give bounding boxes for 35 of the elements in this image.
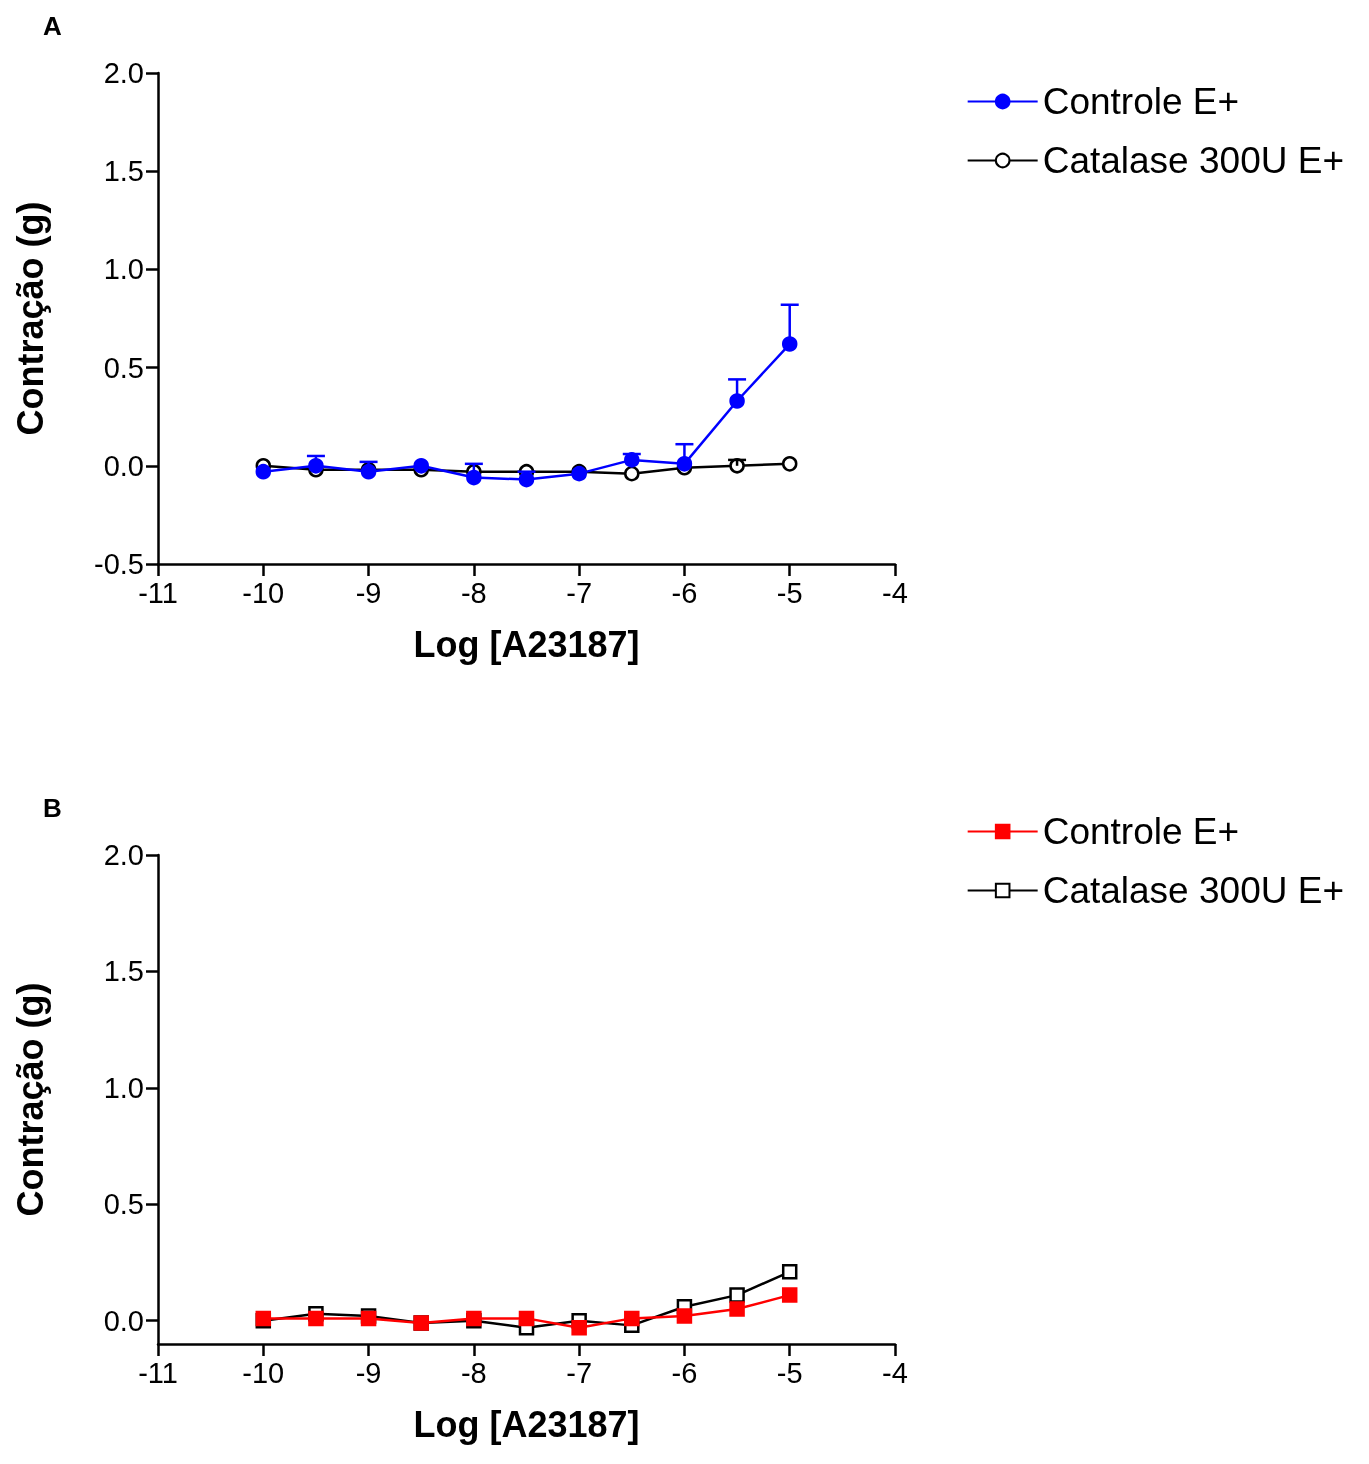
y-tick-label: 1.0 bbox=[103, 1071, 144, 1104]
x-tick-label: -10 bbox=[242, 1356, 285, 1389]
legend-label: Controle E+ bbox=[1042, 81, 1240, 122]
x-tick-label: -7 bbox=[566, 1356, 593, 1389]
y-tick-label: 2.0 bbox=[103, 839, 144, 871]
y-tick-label: 0.0 bbox=[103, 449, 144, 482]
y-axis-title: Contração (g) bbox=[9, 982, 51, 1217]
x-tick-label: -8 bbox=[460, 576, 487, 609]
y-tick-label: 0.5 bbox=[103, 1188, 144, 1221]
x-tick-label: -11 bbox=[138, 1356, 178, 1389]
x-tick-label: -9 bbox=[355, 576, 382, 609]
legend-label: Catalase 300U E+ bbox=[1042, 870, 1345, 911]
x-tick-label: -9 bbox=[355, 1356, 382, 1389]
chart-title: B bbox=[43, 793, 62, 823]
legend-label: Controle E+ bbox=[1042, 811, 1240, 852]
y-axis-title: Contração (g) bbox=[9, 201, 51, 436]
y-tick-label: 1.5 bbox=[103, 155, 144, 188]
x-tick-label: -4 bbox=[882, 576, 908, 609]
x-axis-title: Log [A23187] bbox=[413, 623, 640, 665]
x-tick-label: -6 bbox=[671, 1356, 698, 1389]
y-tick-label: 1.5 bbox=[103, 955, 144, 988]
x-tick-label: -5 bbox=[776, 1356, 803, 1389]
y-tick-label: 0.0 bbox=[103, 1304, 144, 1337]
x-tick-label: -5 bbox=[776, 576, 803, 609]
x-tick-label: -7 bbox=[566, 576, 593, 609]
chart-title: A bbox=[43, 11, 62, 41]
y-tick-label: 0.5 bbox=[103, 351, 144, 384]
x-tick-label: -4 bbox=[882, 1356, 908, 1389]
y-tick-label: 1.0 bbox=[103, 253, 144, 286]
x-tick-label: -6 bbox=[671, 576, 698, 609]
x-tick-label: -8 bbox=[460, 1356, 487, 1389]
y-tick-label: 2.0 bbox=[103, 57, 144, 89]
legend-label: Catalase 300U E+ bbox=[1042, 140, 1345, 181]
x-axis-title: Log [A23187] bbox=[413, 1403, 640, 1445]
x-tick-label: -10 bbox=[242, 576, 285, 609]
